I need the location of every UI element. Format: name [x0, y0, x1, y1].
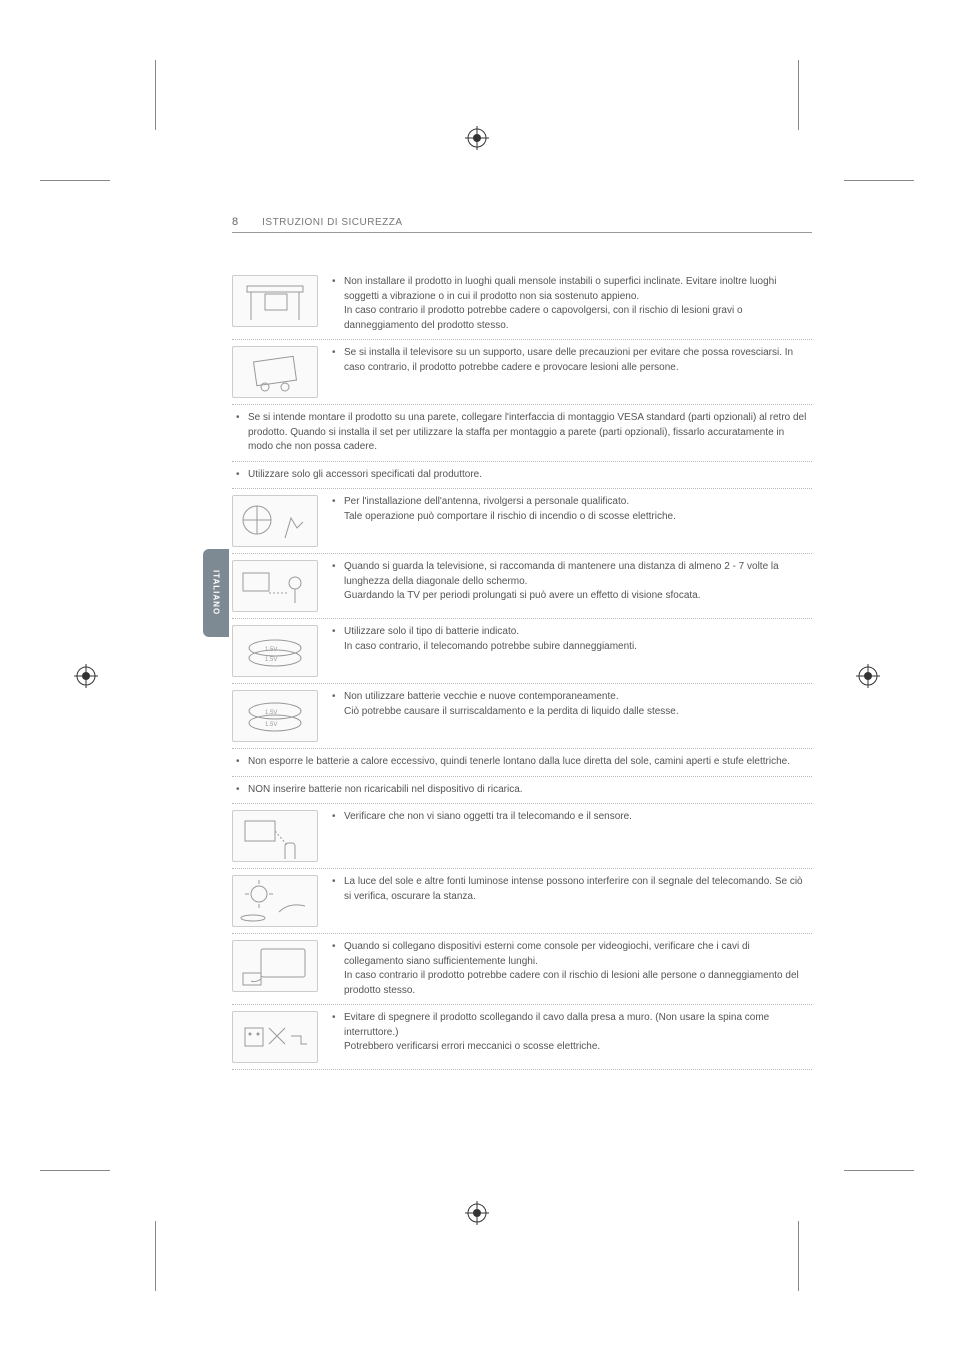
instruction-text-block: Non installare il prodotto in luoghi qua… — [332, 275, 812, 333]
page-number: 8 — [232, 216, 238, 228]
instruction-text-block: Non utilizzare batterie vecchie e nuove … — [332, 690, 812, 719]
instruction-row: La luce del sole e altre fonti luminose … — [232, 869, 812, 934]
instruction-text: Per l'installazione dell'antenna, rivolg… — [332, 495, 812, 524]
instruction-row: Non installare il prodotto in luoghi qua… — [232, 269, 812, 340]
instruction-text: Non installare il prodotto in luoghi qua… — [332, 275, 812, 333]
instruction-text: Quando si guarda la televisione, si racc… — [332, 560, 812, 604]
language-tab-label: ITALIANO — [212, 570, 221, 615]
instruction-text: Utilizzare solo il tipo di batterie indi… — [332, 625, 812, 654]
instruction-text: Non esporre le batterie a calore eccessi… — [236, 755, 808, 770]
shelf-icon — [232, 275, 318, 327]
antenna-icon — [232, 495, 318, 547]
instruction-text: La luce del sole e altre fonti luminose … — [332, 875, 812, 904]
language-tab: ITALIANO — [203, 549, 229, 637]
svg-text:1.5V: 1.5V — [265, 657, 277, 663]
instruction-row: NON inserire batterie non ricaricabili n… — [232, 777, 812, 805]
instruction-text: NON inserire batterie non ricaricabili n… — [236, 783, 808, 798]
svg-text:1.5V: 1.5V — [265, 710, 277, 716]
instruction-row: Per l'installazione dell'antenna, rivolg… — [232, 489, 812, 554]
instruction-text: Quando si collegano dispositivi esterni … — [332, 940, 812, 998]
instruction-text: Verificare che non vi siano oggetti tra … — [332, 810, 812, 825]
remote-icon — [232, 810, 318, 862]
registration-mark-icon — [465, 1201, 489, 1225]
distance-icon — [232, 560, 318, 612]
crop-mark — [844, 180, 914, 181]
instruction-row: 1.5V 1.5V Utilizzare solo il tipo di batte… — [232, 619, 812, 684]
instruction-text-block: Se si installa il televisore su un suppo… — [332, 346, 812, 375]
svg-text:1.5V: 1.5V — [265, 722, 277, 728]
instruction-row: Quando si collegano dispositivi esterni … — [232, 934, 812, 1005]
tip-icon — [232, 346, 318, 398]
page-header: 8 ISTRUZIONI DI SICUREZZA — [232, 216, 812, 233]
registration-mark-icon — [465, 126, 489, 150]
registration-mark-icon — [74, 664, 98, 688]
crop-mark — [798, 1221, 799, 1291]
instruction-row: 1.5V 1.5V Non utilizzare batterie vecchie … — [232, 684, 812, 749]
crop-mark — [155, 60, 156, 130]
crop-mark — [155, 1221, 156, 1291]
instruction-text: Non utilizzare batterie vecchie e nuove … — [332, 690, 812, 719]
instruction-text-block: La luce del sole e altre fonti luminose … — [332, 875, 812, 904]
crop-mark — [844, 1170, 914, 1171]
battery1-icon: 1.5V 1.5V — [232, 625, 318, 677]
plug-icon — [232, 1011, 318, 1063]
instruction-row: Utilizzare solo gli accessori specificat… — [232, 462, 812, 490]
instruction-row: Se si installa il televisore su un suppo… — [232, 340, 812, 405]
svg-text:1.5V: 1.5V — [265, 647, 277, 653]
instruction-text: Utilizzare solo gli accessori specificat… — [236, 468, 808, 483]
instruction-text-block: Quando si guarda la televisione, si racc… — [332, 560, 812, 604]
instruction-text: Se si installa il televisore su un suppo… — [332, 346, 812, 375]
registration-mark-icon — [856, 664, 880, 688]
instruction-list: Non installare il prodotto in luoghi qua… — [232, 269, 812, 1070]
instruction-text-block: Quando si collegano dispositivi esterni … — [332, 940, 812, 998]
crop-mark — [798, 60, 799, 130]
instruction-text: Se si intende montare il prodotto su una… — [236, 411, 808, 455]
console-icon — [232, 940, 318, 992]
page-content: 8 ISTRUZIONI DI SICUREZZA Non installare… — [232, 216, 812, 1070]
instruction-text-block: Evitare di spegnere il prodotto scollega… — [332, 1011, 812, 1055]
crop-mark — [40, 180, 110, 181]
instruction-text-block: Verificare che non vi siano oggetti tra … — [332, 810, 812, 825]
instruction-row: Se si intende montare il prodotto su una… — [232, 405, 812, 462]
instruction-row: Quando si guarda la televisione, si racc… — [232, 554, 812, 619]
instruction-row: Evitare di spegnere il prodotto scollega… — [232, 1005, 812, 1070]
instruction-text-block: Utilizzare solo il tipo di batterie indi… — [332, 625, 812, 654]
sun-icon — [232, 875, 318, 927]
instruction-row: Non esporre le batterie a calore eccessi… — [232, 749, 812, 777]
header-title: ISTRUZIONI DI SICUREZZA — [262, 217, 402, 228]
instruction-text: Evitare di spegnere il prodotto scollega… — [332, 1011, 812, 1055]
battery2-icon: 1.5V 1.5V — [232, 690, 318, 742]
crop-mark — [40, 1170, 110, 1171]
instruction-text-block: Per l'installazione dell'antenna, rivolg… — [332, 495, 812, 524]
instruction-row: Verificare che non vi siano oggetti tra … — [232, 804, 812, 869]
